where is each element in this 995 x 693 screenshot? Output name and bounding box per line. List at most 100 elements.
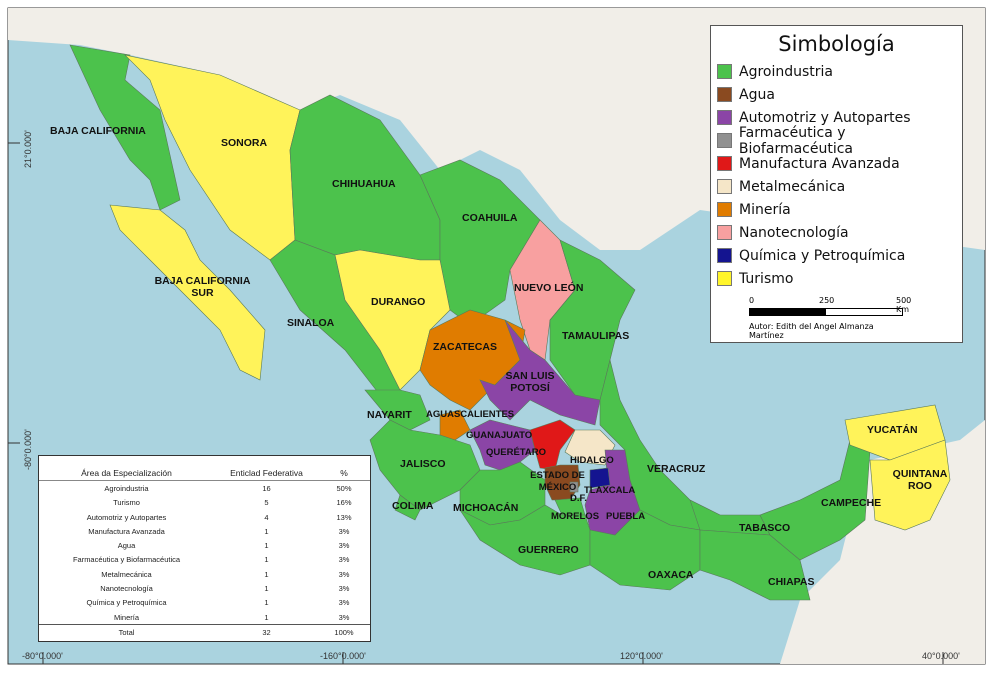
state-campeche[interactable] xyxy=(759,439,871,561)
table-row: Agua 1 3% xyxy=(39,538,370,552)
state-san-luis-potosi[interactable] xyxy=(479,319,601,426)
legend-label: Química y Petroquímica xyxy=(739,247,906,264)
label-jalisco: JALISCO xyxy=(400,458,446,470)
scale-tick-500: 500 Km xyxy=(896,296,912,314)
label-df: D.F. xyxy=(570,493,587,504)
coord-bottom-1: -80°0.000' xyxy=(22,651,63,661)
label-sonora: SONORA xyxy=(221,137,268,149)
coord-left-1: 21°0.000' xyxy=(23,130,33,168)
table-row: Turismo 5 16% xyxy=(39,496,370,510)
cell-count: 5 xyxy=(264,498,269,508)
table-row: Minería 1 3% xyxy=(39,610,370,624)
grid-ticks xyxy=(8,142,944,664)
coord-left-2: -80°0.000' xyxy=(23,429,33,470)
state-baja-california-sur[interactable] xyxy=(109,204,266,381)
state-quintana-roo[interactable] xyxy=(869,439,951,531)
header-entity: Enticlad Federativa xyxy=(230,468,303,479)
state-baja-california[interactable] xyxy=(69,44,181,211)
legend-label: Agua xyxy=(739,86,775,103)
cell-percent: 13% xyxy=(336,512,352,522)
legend-swatch xyxy=(717,64,732,79)
label-guanajuato: GUANAJUATO xyxy=(466,430,533,441)
cell-count: 1 xyxy=(264,569,269,579)
legend-item: Minería xyxy=(711,198,962,221)
legend-swatch xyxy=(717,179,732,194)
label-nayarit: NAYARIT xyxy=(367,409,412,421)
total-count: 32 xyxy=(262,627,271,637)
legend-item: Nanotecnología xyxy=(711,221,962,244)
table-row: Farmacéutica y Biofarmacéutica 1 3% xyxy=(39,553,370,567)
table-row: Manufactura Avanzada 1 3% xyxy=(39,524,370,538)
label-queretaro: QUERÉTARO xyxy=(486,447,546,458)
legend-label: Farmacéutica y Biofarmacéutica xyxy=(738,124,854,157)
legend-item: Agua xyxy=(711,83,962,106)
legend-label: Turismo xyxy=(739,270,794,287)
legend-item: Turismo xyxy=(711,267,962,290)
cell-percent: 16% xyxy=(336,498,352,508)
state-guerrero[interactable] xyxy=(459,504,591,576)
cell-count: 4 xyxy=(264,512,269,522)
label-coahuila: COAHUILA xyxy=(462,212,518,224)
scale-tick-250: 250 xyxy=(819,296,835,305)
legend-label: Nanotecnología xyxy=(739,224,849,241)
cell-count: 1 xyxy=(264,555,269,565)
cell-area: Agroindustria xyxy=(104,483,149,493)
label-chiapas: CHIAPAS xyxy=(768,576,815,588)
label-yucatan: YUCATÁN xyxy=(867,424,918,436)
label-veracruz: VERACRUZ xyxy=(647,463,706,475)
legend: Simbología Agroindustria Agua Automotriz y… xyxy=(710,25,963,343)
label-san-luis-potosi: SAN LUIS POTOSÍ xyxy=(505,370,555,394)
label-durango: DURANGO xyxy=(371,296,426,308)
legend-swatch xyxy=(717,87,732,102)
legend-label: Automotriz y Autopartes xyxy=(739,109,911,126)
label-tlaxcala: TLAXCALA xyxy=(584,485,636,496)
scale-tick-0: 0 xyxy=(749,296,755,305)
state-hidalgo[interactable] xyxy=(564,429,616,466)
table-row: Automotriz y Autopartes 4 13% xyxy=(39,510,370,524)
legend-title: Simbología xyxy=(778,32,895,56)
cell-area: Automotriz y Autopartes xyxy=(86,512,167,522)
legend-item: Automotriz y Autopartes xyxy=(711,106,962,129)
legend-swatch xyxy=(717,133,732,148)
label-michoacan: MICHOACÁN xyxy=(453,502,519,514)
state-aguascalientes[interactable] xyxy=(439,409,471,441)
header-area: Área da Especialización xyxy=(81,468,172,479)
scale-bar: 0 250 500 Km Autor: Edith del Angel Alma… xyxy=(749,296,912,340)
table-row: Nanotecnología 1 3% xyxy=(39,581,370,595)
coord-bottom-2: -160°0.000' xyxy=(320,651,366,661)
label-zacatecas: ZACATECAS xyxy=(433,341,497,353)
legend-swatch xyxy=(717,248,732,263)
cell-count: 1 xyxy=(264,584,269,594)
cell-count: 16 xyxy=(262,483,271,493)
state-coahuila[interactable] xyxy=(419,159,541,326)
cell-percent: 3% xyxy=(338,598,350,608)
label-chihuahua: CHIHUAHUA xyxy=(332,178,396,190)
total-percent: 100% xyxy=(334,627,354,637)
legend-label: Manufactura Avanzada xyxy=(739,155,900,172)
label-aguascalientes: AGUASCALIENTES xyxy=(426,409,515,420)
label-baja-california-sur: BAJA CALIFORNIA SUR xyxy=(154,275,251,299)
legend-item: Química y Petroquímica xyxy=(711,244,962,267)
state-tlaxcala[interactable] xyxy=(589,467,611,489)
author-credit: Autor: Edith del Angel Almanza Martínez xyxy=(749,322,874,340)
header-percent: % xyxy=(340,468,348,479)
legend-item: Metalmecánica xyxy=(711,175,962,198)
state-queretaro[interactable] xyxy=(529,419,576,471)
label-guerrero: GUERRERO xyxy=(518,544,579,556)
legend-item: Agroindustria xyxy=(711,60,962,83)
label-oaxaca: OAXACA xyxy=(648,569,694,581)
cell-percent: 3% xyxy=(338,526,350,536)
state-guanajuato[interactable] xyxy=(469,419,536,471)
label-tabasco: TABASCO xyxy=(739,522,791,534)
cell-count: 1 xyxy=(264,541,269,551)
table-row: Agroindustria 16 50% xyxy=(39,481,370,495)
state-colima[interactable] xyxy=(394,494,421,521)
label-hidalgo: HIDALGO xyxy=(570,455,614,466)
legend-item: Farmacéutica y Biofarmacéutica xyxy=(711,125,962,157)
cell-area: Farmacéutica y Biofarmacéutica xyxy=(72,555,181,565)
state-df[interactable] xyxy=(569,481,579,493)
label-campeche: CAMPECHE xyxy=(821,497,882,509)
label-sinaloa: SINALOA xyxy=(287,317,335,329)
cell-percent: 50% xyxy=(336,483,352,493)
label-nuevo-leon: NUEVO LEÓN xyxy=(514,282,584,294)
